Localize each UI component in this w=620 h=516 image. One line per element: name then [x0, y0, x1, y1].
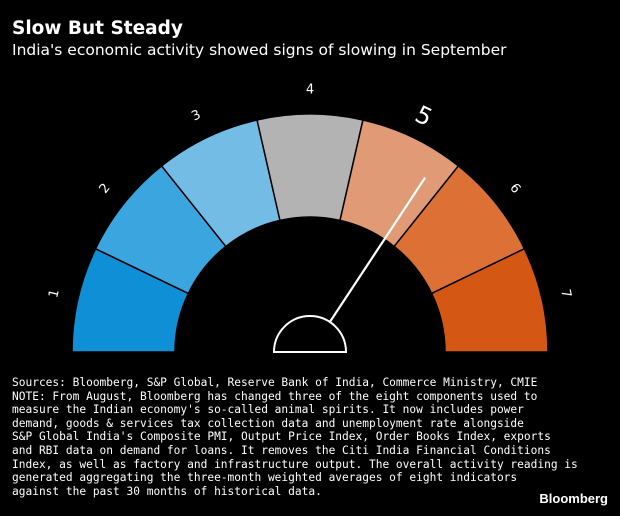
source-note-line: against the past 30 months of historical… [12, 484, 322, 498]
gauge-label-6: 6 [506, 181, 523, 197]
source-note-line: Index, as well as factory and infrastruc… [12, 457, 578, 471]
gauge-label-5: 5 [411, 100, 437, 132]
source-note-line: and RBI data on demand for loans. It rem… [12, 443, 551, 457]
source-notes: Sources: Bloomberg, S&P Global, Reserve … [12, 376, 578, 498]
gauge-label-4: 4 [306, 83, 314, 98]
gauge-hub [272, 315, 348, 353]
chart-title: Slow But Steady [12, 18, 183, 39]
gauge-label-2: 2 [97, 181, 114, 197]
bloomberg-logo: Bloomberg [539, 491, 608, 506]
gauge-segment-7 [430, 247, 549, 353]
source-note-line: Sources: Bloomberg, S&P Global, Reserve … [12, 376, 538, 389]
gauge-label-7: 7 [557, 288, 573, 299]
source-note-line: S&P Global India's Composite PMI, Output… [12, 430, 551, 444]
chart-subtitle: India's economic activity showed signs o… [12, 41, 507, 59]
gauge-segments [71, 113, 549, 353]
gauge-chart: 1 2 3 4 5 6 7 [46, 83, 574, 353]
gauge-needle [328, 177, 426, 324]
source-note-line: demand, goods & services tax collection … [12, 416, 524, 430]
source-note-line: generated aggregating the three-month we… [12, 471, 518, 485]
gauge-label-1: 1 [46, 288, 62, 299]
source-note-line: measure the Indian economy's so-called a… [12, 403, 524, 417]
gauge-label-3: 3 [189, 107, 203, 124]
source-note-line: NOTE: From August, Bloomberg has changed… [12, 389, 538, 403]
